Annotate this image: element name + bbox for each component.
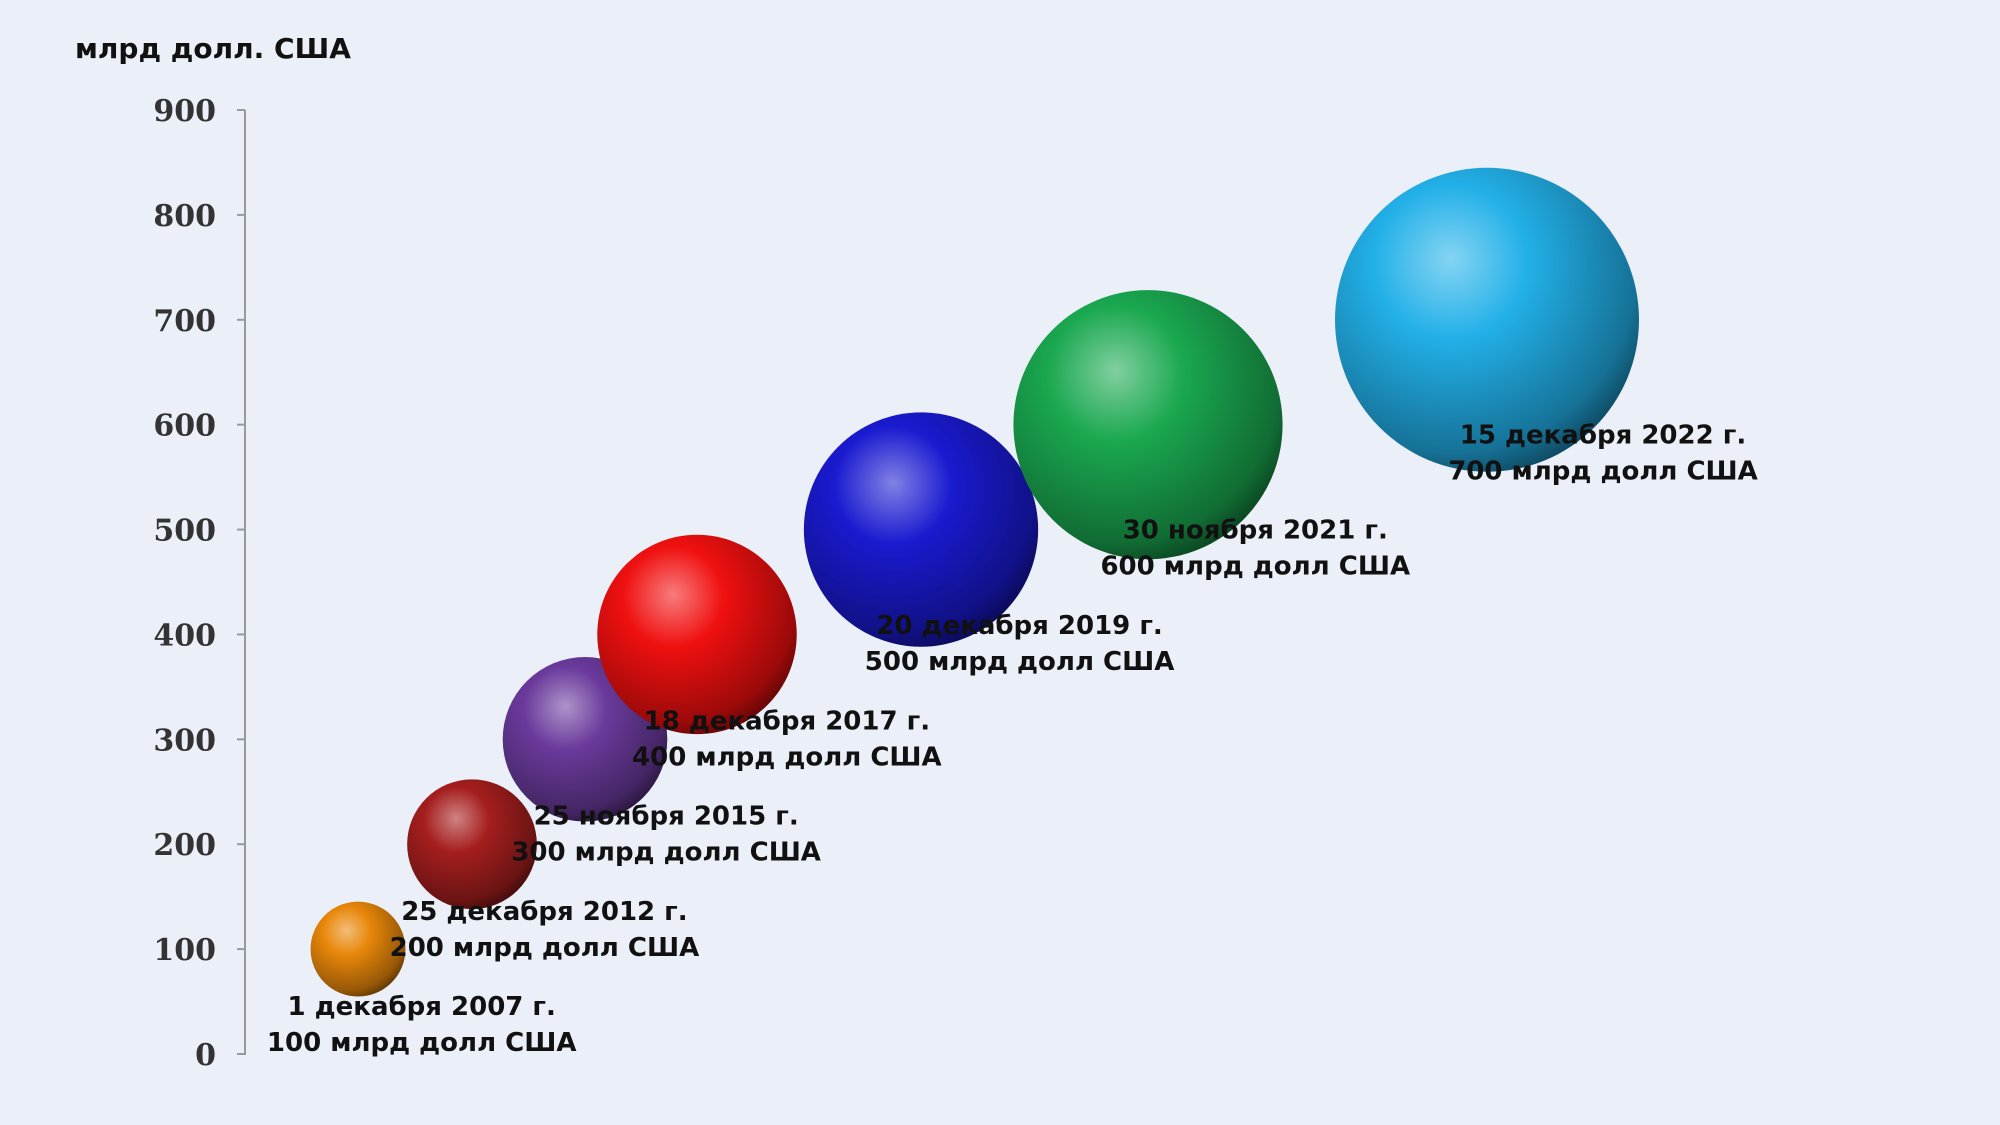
y-tick-label: 700 — [153, 304, 216, 339]
bubble-point — [803, 412, 1039, 647]
y-tick-label: 200 — [153, 828, 216, 863]
y-tick-label: 0 — [195, 1038, 216, 1073]
point-value-label: 100 млрд долл США — [267, 1028, 577, 1058]
point-date-label: 15 декабря 2022 г. — [1460, 420, 1746, 450]
point-date-label: 18 декабря 2017 г. — [644, 706, 930, 736]
point-labels: 1 декабря 2007 г. 100 млрд долл США 25 дек… — [267, 420, 1758, 1058]
bubble-point — [1335, 167, 1639, 472]
point-value-label: 200 млрд долл США — [390, 933, 700, 963]
point-value-label: 700 млрд долл США — [1448, 456, 1758, 486]
y-tick-label: 900 — [153, 94, 216, 129]
point-value-label: 500 млрд долл США — [865, 647, 1175, 677]
y-axis-unit-label: млрд долл. США — [75, 32, 351, 65]
point-date-label: 1 декабря 2007 г. — [288, 992, 556, 1022]
point-date-label: 20 декабря 2019 г. — [876, 611, 1162, 641]
point-date-label: 25 ноября 2015 г. — [534, 802, 799, 832]
y-tick-label: 300 — [153, 723, 216, 758]
point-date-label: 25 декабря 2012 г. — [401, 897, 687, 927]
y-axis-ticks: 0 100 200 300 400 500 600 700 800 900 — [153, 94, 245, 1073]
bubbles — [310, 167, 1639, 997]
y-tick-label: 500 — [153, 514, 216, 549]
bubble-point — [597, 534, 797, 735]
bubble-point — [1013, 290, 1283, 560]
y-tick-label: 800 — [153, 199, 216, 234]
y-tick-label: 100 — [153, 933, 216, 968]
bubble-point — [407, 779, 537, 910]
point-value-label: 600 млрд долл США — [1100, 552, 1410, 582]
point-value-label: 400 млрд долл США — [632, 742, 942, 772]
y-tick-label: 400 — [153, 618, 216, 653]
point-date-label: 30 ноября 2021 г. — [1123, 516, 1388, 546]
point-value-label: 300 млрд долл США — [511, 838, 821, 868]
y-tick-label: 600 — [153, 409, 216, 444]
bubble-point — [310, 901, 406, 997]
